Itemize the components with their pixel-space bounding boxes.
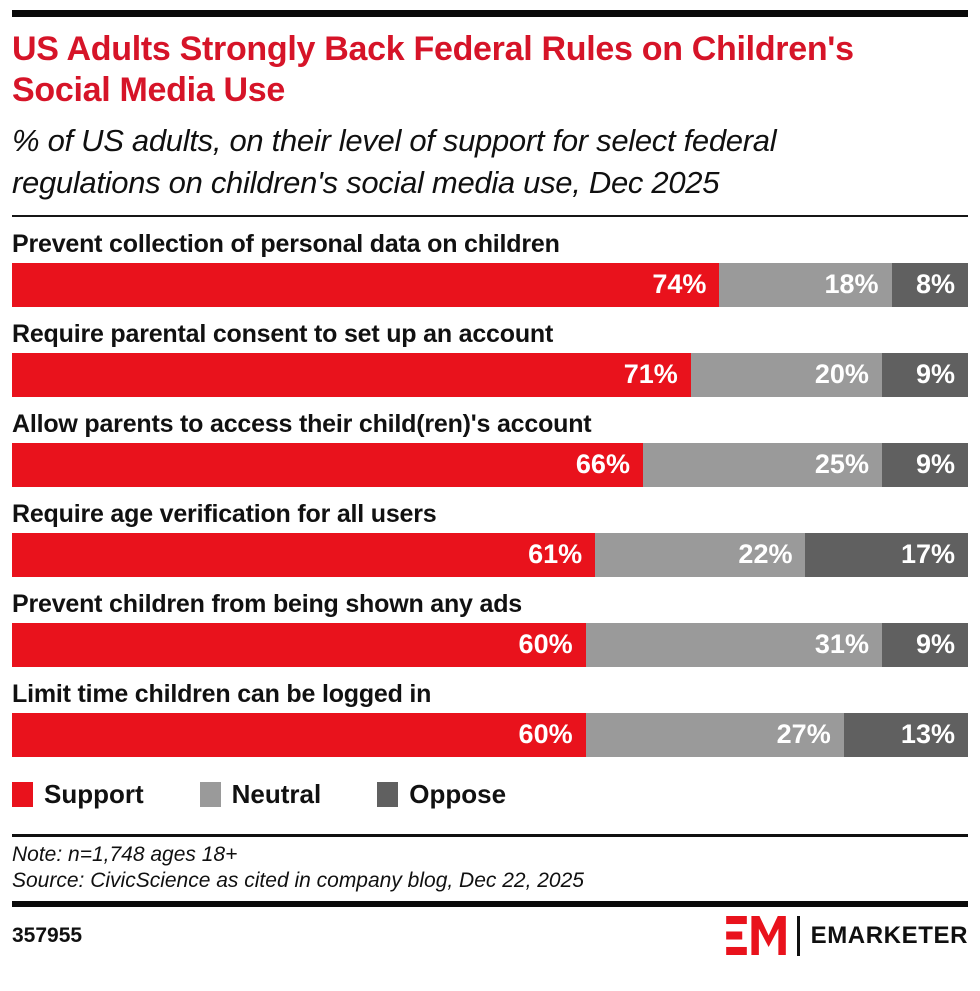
stacked-bar: 60% 27% 13% bbox=[12, 712, 968, 757]
bar-segment-neutral: 20% bbox=[690, 352, 882, 397]
legend-swatch-icon bbox=[199, 781, 221, 807]
category-label: Require parental consent to set up an ac… bbox=[12, 319, 554, 348]
chart-row: Allow parents to access their child(ren)… bbox=[12, 409, 968, 487]
chart-page: US Adults Strongly Back Federal Rules on… bbox=[12, 10, 968, 957]
chart-id: 357955 bbox=[12, 923, 83, 947]
brand-wordmark: EMARKETER bbox=[810, 921, 968, 949]
legend-label: Oppose bbox=[409, 778, 507, 809]
bar-segment-neutral: 31% bbox=[585, 622, 882, 667]
top-rule bbox=[12, 10, 968, 17]
source-line: Source: CivicScience as cited in company… bbox=[12, 868, 584, 892]
stacked-bar: 71% 20% 9% bbox=[12, 352, 968, 397]
notes-block: Note: n=1,748 ages 18+ Source: CivicScie… bbox=[12, 842, 968, 894]
bar-segment-oppose: 9% bbox=[881, 442, 968, 487]
legend-swatch-icon bbox=[377, 781, 399, 807]
header-divider bbox=[12, 214, 968, 217]
bar-segment-neutral: 22% bbox=[595, 532, 806, 577]
footer-bar: 357955 EMARKETER bbox=[12, 915, 968, 957]
bar-segment-oppose: 8% bbox=[891, 262, 968, 307]
bar-segment-neutral: 27% bbox=[585, 712, 844, 757]
bottom-rule bbox=[12, 900, 968, 907]
stacked-bar: 74% 18% 8% bbox=[12, 262, 968, 307]
bar-segment-oppose: 17% bbox=[805, 532, 968, 577]
bar-segment-oppose: 9% bbox=[881, 352, 968, 397]
chart-row: Prevent children from being shown any ad… bbox=[12, 589, 968, 667]
category-label: Limit time children can be logged in bbox=[12, 679, 432, 708]
chart-row: Limit time children can be logged in 60%… bbox=[12, 679, 968, 757]
chart-row: Prevent collection of personal data on c… bbox=[12, 229, 968, 307]
bar-segment-oppose: 9% bbox=[881, 622, 968, 667]
emarketer-logo-icon bbox=[725, 916, 786, 956]
brand-separator bbox=[796, 915, 800, 956]
chart-title: US Adults Strongly Back Federal Rules on… bbox=[12, 30, 854, 110]
category-label: Allow parents to access their child(ren)… bbox=[12, 409, 592, 438]
chart-subtitle: % of US adults, on their level of suppor… bbox=[12, 123, 777, 201]
notes-divider bbox=[12, 833, 968, 837]
legend-item: Support bbox=[12, 779, 144, 810]
brand-lockup: EMARKETER bbox=[725, 915, 968, 956]
bar-segment-neutral: 25% bbox=[642, 442, 882, 487]
bar-segment-support: 74% bbox=[12, 262, 720, 307]
category-label: Prevent children from being shown any ad… bbox=[12, 589, 522, 618]
bar-segment-support: 61% bbox=[12, 532, 596, 577]
legend-item: Oppose bbox=[377, 779, 506, 810]
legend: Support Neutral Oppose bbox=[12, 779, 968, 810]
bar-segment-neutral: 18% bbox=[719, 262, 892, 307]
category-label: Require age verification for all users bbox=[12, 499, 437, 528]
chart-row: Require age verification for all users 6… bbox=[12, 499, 968, 577]
legend-swatch-icon bbox=[12, 781, 33, 807]
stacked-bar: 60% 31% 9% bbox=[12, 622, 968, 667]
bar-segment-support: 71% bbox=[12, 352, 691, 397]
chart-row: Require parental consent to set up an ac… bbox=[12, 319, 968, 397]
category-label: Prevent collection of personal data on c… bbox=[12, 229, 560, 258]
note-line: Note: n=1,748 ages 18+ bbox=[12, 842, 238, 866]
bar-segment-support: 60% bbox=[12, 622, 586, 667]
stacked-bar: 61% 22% 17% bbox=[12, 532, 968, 577]
bar-segment-support: 60% bbox=[12, 712, 586, 757]
legend-label: Support bbox=[44, 778, 144, 809]
legend-label: Neutral bbox=[231, 778, 322, 809]
bar-segment-oppose: 13% bbox=[843, 712, 968, 757]
chart-rows: Prevent collection of personal data on c… bbox=[12, 229, 968, 757]
stacked-bar: 66% 25% 9% bbox=[12, 442, 968, 487]
legend-item: Neutral bbox=[199, 778, 322, 810]
bar-segment-support: 66% bbox=[12, 442, 643, 487]
